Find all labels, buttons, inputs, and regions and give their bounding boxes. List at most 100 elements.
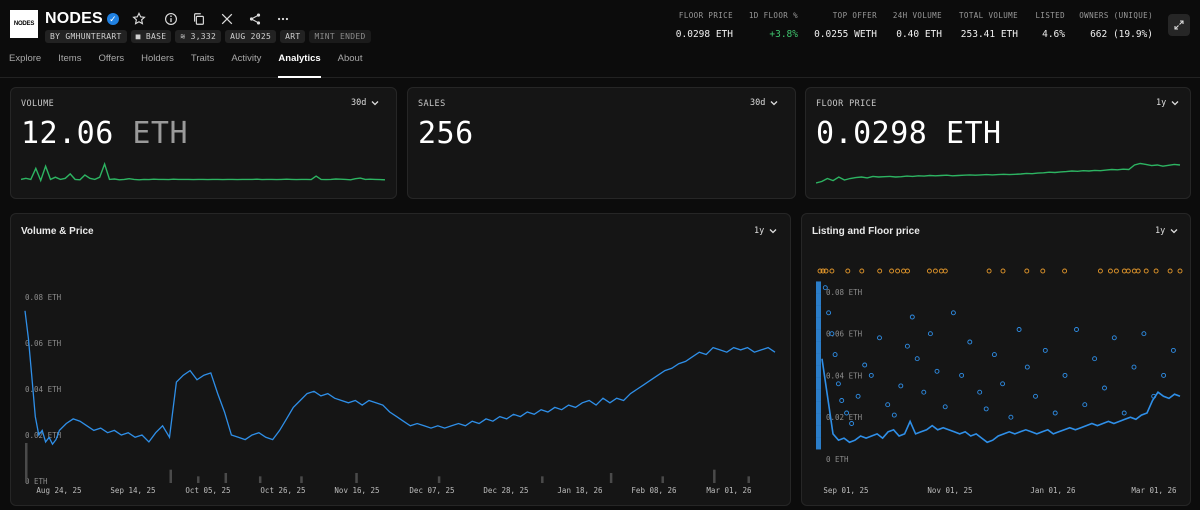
listing-point — [877, 335, 882, 341]
tab-explore[interactable]: Explore — [9, 53, 42, 64]
listing-point — [950, 310, 956, 316]
listing-cluster-bar — [816, 353, 821, 366]
x-tick-label: Dec 28, 25 — [483, 486, 528, 495]
offer-point — [820, 268, 826, 274]
chain-tag: ■ BASE — [130, 30, 172, 43]
listing-point — [1170, 347, 1176, 353]
volume-price-period-value: 1y — [754, 226, 765, 236]
listing-point — [1111, 335, 1117, 341]
price-line — [24, 310, 776, 446]
collection-name: NODES — [45, 10, 103, 27]
offer-point — [905, 268, 910, 274]
listing-cluster-bar — [816, 341, 821, 354]
y-tick-label: 0.02 ETH — [826, 413, 863, 422]
mint-status-tag: MINT ENDED — [309, 30, 371, 43]
volume-bar — [258, 476, 262, 483]
category-tag[interactable]: ART — [280, 30, 306, 43]
offer-point — [817, 268, 823, 274]
volume-bar — [541, 476, 544, 483]
volume-period-value: 30d — [351, 98, 367, 108]
stat-24h-volume-value: 0.40 ETH — [896, 29, 942, 40]
listing-point — [885, 402, 891, 408]
offer-point — [1177, 268, 1183, 274]
sales-label: SALES — [418, 99, 446, 109]
volume-price-period-dropdown[interactable]: 1y — [754, 226, 777, 236]
volume-price-title: Volume & Price — [21, 226, 94, 237]
offer-point — [859, 268, 865, 274]
x-tick-label: Nov 01, 25 — [927, 486, 972, 495]
x-icon[interactable] — [219, 11, 235, 27]
listing-point — [839, 398, 845, 403]
volume-bar — [355, 473, 358, 483]
stat-listed: LISTED 4.6% — [955, 11, 1066, 40]
volume-unit: ETH — [132, 116, 189, 151]
offer-point — [926, 268, 932, 274]
listing-point — [927, 331, 933, 337]
listing-point — [1062, 372, 1068, 378]
listing-point — [1161, 372, 1167, 378]
y-tick-label: 0.08 ETH — [25, 293, 62, 302]
sales-card: SALES 30d 256 — [407, 87, 796, 199]
volume-bar — [25, 443, 28, 483]
sales-period-value: 30d — [750, 98, 766, 108]
expand-button[interactable] — [1168, 14, 1190, 36]
volume-period-dropdown[interactable]: 30d — [351, 98, 379, 108]
stat-floor-change-label: 1D FLOOR % — [748, 11, 798, 20]
tab-traits[interactable]: Traits — [190, 53, 215, 64]
offer-point — [1143, 268, 1149, 274]
offer-point — [1107, 268, 1113, 274]
stat-floor-price-value: 0.0298 ETH — [675, 29, 733, 40]
volume-bar — [661, 476, 664, 483]
volume-bar — [197, 476, 200, 483]
volume-bar — [224, 473, 228, 483]
y-tick-label: 0.04 ETH — [25, 385, 62, 394]
tab-offers[interactable]: Offers — [98, 53, 125, 64]
copy-icon[interactable] — [191, 11, 207, 27]
offer-point — [895, 268, 901, 274]
creator-tag[interactable]: BY GMHUNTERART — [45, 30, 127, 43]
sales-period-dropdown[interactable]: 30d — [750, 98, 778, 108]
more-icon[interactable] — [275, 11, 291, 27]
offer-point — [1040, 268, 1046, 274]
tab-holders[interactable]: Holders — [141, 53, 174, 64]
offer-point — [1000, 268, 1006, 274]
floor-period-dropdown[interactable]: 1y — [1156, 98, 1179, 108]
listing-point — [921, 389, 927, 395]
offer-point — [942, 268, 948, 274]
tab-about[interactable]: About — [337, 53, 363, 64]
stat-floor-price: FLOOR PRICE 0.0298 ETH — [623, 11, 733, 40]
stat-listed-value: 4.6% — [1042, 29, 1065, 40]
stat-total-volume-value: 253.41 ETH — [960, 29, 1018, 40]
y-tick-label: 0 ETH — [25, 477, 48, 486]
date-tag: AUG 2025 — [225, 30, 277, 43]
chevron-down-icon — [769, 229, 777, 234]
offer-point — [1125, 268, 1131, 274]
listing-point — [1092, 356, 1098, 362]
tab-analytics[interactable]: Analytics — [278, 53, 321, 78]
star-icon[interactable] — [131, 11, 147, 27]
listing-point — [1024, 364, 1030, 370]
listing-cluster-bar — [816, 281, 821, 294]
x-tick-label: Dec 07, 25 — [409, 486, 454, 495]
offer-point — [1062, 268, 1068, 274]
floor-sparkline-line — [816, 162, 1181, 184]
x-tick-label: Jan 18, 26 — [557, 486, 603, 495]
listing-floor-period-dropdown[interactable]: 1y — [1155, 226, 1178, 236]
floor-period-value: 1y — [1156, 98, 1167, 108]
x-tick-label: Sep 01, 25 — [823, 486, 868, 495]
listing-cluster-bar — [816, 293, 821, 306]
listing-point — [983, 406, 989, 412]
listing-point — [844, 410, 850, 416]
listing-point — [835, 381, 841, 387]
listing-point — [1008, 414, 1014, 420]
listing-floor-chart[interactable]: 0 ETH 0.02 ETH 0.04 ETH 0.06 ETH 0.08 ETH Sep… — [802, 214, 1190, 505]
tab-items[interactable]: Items — [58, 53, 82, 64]
stat-floor-change: 1D FLOOR % +3.8% — [688, 11, 798, 40]
tab-activity[interactable]: Activity — [231, 53, 262, 64]
info-icon[interactable] — [163, 11, 179, 27]
share-icon[interactable] — [247, 11, 263, 27]
listing-point — [1121, 410, 1127, 416]
listing-point — [1000, 381, 1006, 387]
collection-logo[interactable]: NODES — [10, 10, 38, 38]
